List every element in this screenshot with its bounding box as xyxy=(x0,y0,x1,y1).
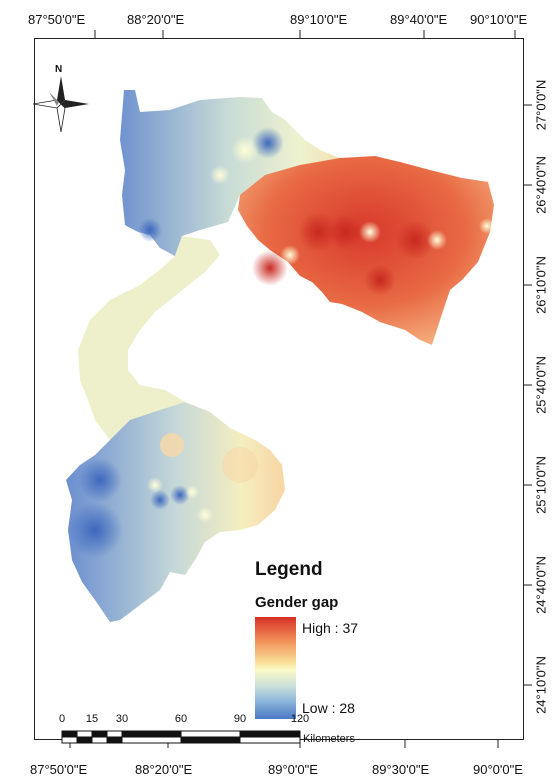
scale-tick-30: 30 xyxy=(115,713,129,725)
legend-low-label: Low : 28 xyxy=(302,700,355,716)
legend-high-label: High : 37 xyxy=(302,620,359,636)
bottom-lon-label-4: 89°30'0"E xyxy=(372,762,430,777)
top-lon-label-5: 90°10'0"E xyxy=(470,12,528,27)
scale-tick-0: 0 xyxy=(58,713,66,725)
top-lon-label-4: 89°40'0"E xyxy=(390,12,448,27)
legend-title: Legend xyxy=(255,559,323,580)
region-central xyxy=(78,236,220,445)
top-lon-label-1: 87°50'0"E xyxy=(28,12,86,27)
scale-tick-120: 120 xyxy=(290,713,310,725)
bottom-lon-label-2: 88°20'0"E xyxy=(135,762,193,777)
scale-unit-label: Kilometers xyxy=(303,733,355,745)
top-lon-label-2: 88°20'0"E xyxy=(127,12,185,27)
bottom-lon-label-3: 89°0'0"E xyxy=(268,762,318,777)
north-arrow-letter: N xyxy=(55,64,63,75)
region-northwest xyxy=(120,90,360,256)
bottom-lon-label-5: 90°0'0"E xyxy=(473,762,523,777)
scale-tick-15: 15 xyxy=(85,713,99,725)
scale-tick-60: 60 xyxy=(174,713,188,725)
legend-color-ramp xyxy=(255,617,296,719)
bottom-lon-label-1: 87°50'0"E xyxy=(30,762,88,777)
scale-tick-90: 90 xyxy=(233,713,247,725)
top-lon-label-3: 89°10'0"E xyxy=(290,12,348,27)
region-east xyxy=(238,156,494,345)
legend-subtitle: Gender gap xyxy=(255,594,339,611)
